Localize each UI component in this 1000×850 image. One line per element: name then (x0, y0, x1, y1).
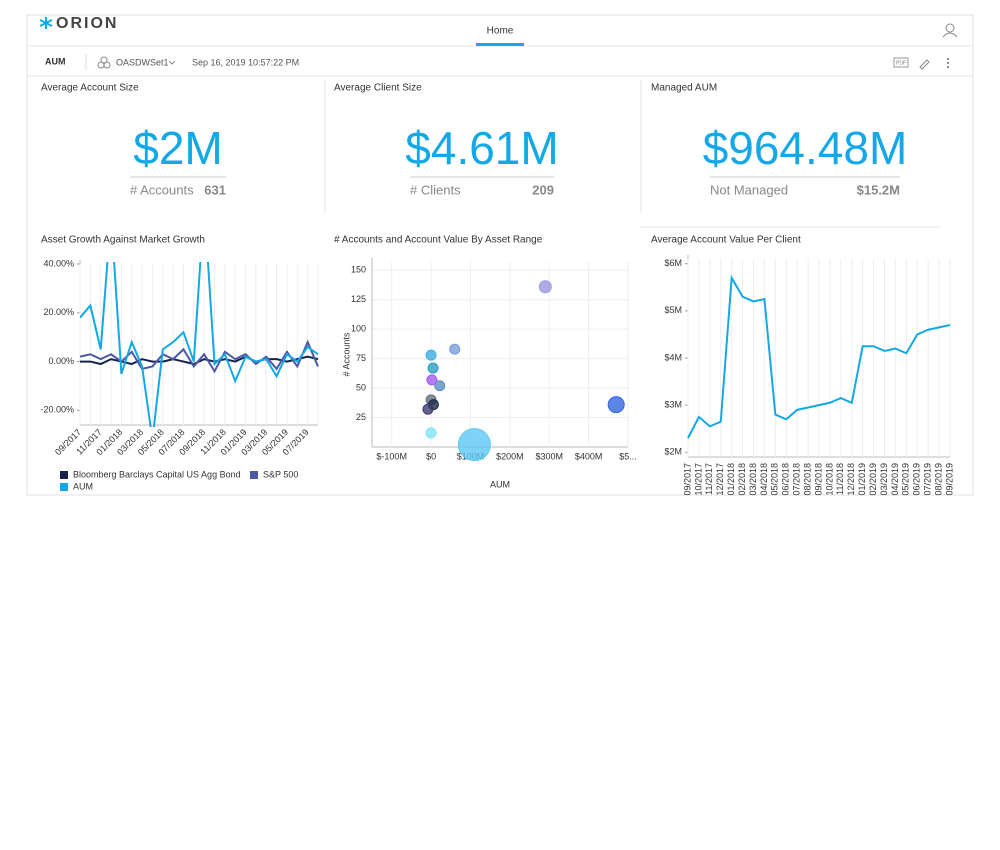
bubble (427, 362, 439, 374)
bubble (426, 374, 438, 386)
tab-underline (476, 43, 524, 46)
y-tick-label: 100 (351, 324, 366, 334)
x-tick-label: $200M (496, 451, 524, 461)
legend-label: Bloomberg Barclays Capital US Agg Bond (73, 469, 241, 479)
x-tick-label: 10/2017 (693, 463, 703, 496)
kpi-value: $4.61M (405, 122, 558, 174)
y-tick-label: 25 (356, 412, 366, 422)
kpi-subvalue: 631 (204, 182, 226, 197)
kpi-subvalue: 209 (532, 182, 554, 197)
y-tick-label: 20.00% (43, 307, 74, 317)
series-line (687, 274, 951, 439)
y-tick-label: 125 (351, 294, 366, 304)
bubble (434, 380, 446, 392)
kpi-sublabel: Not Managed (710, 182, 788, 197)
x-tick-label: 12/2018 (846, 463, 856, 496)
tab[interactable]: Home (487, 26, 514, 37)
x-tick-label: 08/2019 (933, 463, 943, 496)
x-tick-label: 09/2018 (813, 463, 823, 496)
x-tick-label: 05/2019 (901, 463, 911, 496)
x-tick-label: 02/2018 (737, 463, 747, 496)
x-tick-label: $400M (575, 451, 603, 461)
kpi-title: Average Account Size (41, 83, 139, 94)
kpi-sublabel: # Clients (410, 182, 461, 197)
bubble (449, 343, 461, 355)
chevron (168, 60, 176, 65)
x-tick-label: 09/2017 (682, 463, 692, 496)
kpi-value: $964.48M (703, 122, 908, 174)
series-line (80, 262, 319, 427)
y-tick-label: -20.00% (40, 405, 74, 415)
kpi-title: Average Client Size (334, 83, 422, 94)
y-tick-label: $2M (664, 447, 682, 457)
x-tick-label: 06/2019 (912, 463, 922, 496)
bubble (425, 349, 437, 361)
x-tick-label: 04/2019 (890, 463, 900, 496)
legend-swatch (60, 471, 68, 479)
x-tick-label: $300M (535, 451, 563, 461)
pdf-label: PDF (896, 60, 906, 66)
y-tick-label: 75 (356, 353, 366, 363)
pdf-icon[interactable] (893, 57, 909, 68)
y-axis-label: # Accounts (341, 332, 351, 377)
x-tick-label: 04/2018 (759, 463, 769, 496)
logo-text: ORION (56, 15, 118, 32)
x-tick-label: 10/2018 (824, 463, 834, 496)
bubble (422, 403, 434, 415)
bubble (538, 280, 552, 294)
x-tick-label: 09/2019 (944, 463, 954, 496)
date: Sep 16, 2019 10:57:22 PM (192, 57, 299, 67)
y-tick-label: 0.00% (48, 356, 74, 366)
kpi-subvalue: $15.2M (857, 182, 900, 197)
plot (80, 262, 319, 427)
x-tick-label: 05/2018 (770, 463, 780, 496)
x-tick-label: 12/2017 (715, 463, 725, 496)
kpi-value: $2M (133, 122, 222, 174)
x-tick-label: $5... (619, 451, 637, 461)
y-tick-label: 50 (356, 382, 366, 392)
chart-title: Average Account Value Per Client (651, 235, 801, 246)
y-tick-label: $6M (664, 258, 682, 268)
kpi-sublabel: # Accounts (130, 182, 194, 197)
edit-icon[interactable] (919, 59, 930, 70)
dataset[interactable]: OASDWSet1 (116, 57, 169, 67)
x-tick-label: $0 (426, 451, 436, 461)
x-tick-label: 01/2018 (726, 463, 736, 496)
bubble (457, 428, 491, 462)
y-tick-label: $5M (664, 305, 682, 315)
chart-title: Asset Growth Against Market Growth (41, 235, 205, 246)
x-tick-label: 07/2019 (923, 463, 933, 496)
x-tick-label: 03/2018 (748, 463, 758, 496)
dataset-icon (97, 56, 111, 69)
x-tick-label: 06/2018 (781, 463, 791, 496)
kpi-title: Managed AUM (651, 83, 717, 94)
y-tick-label: 40.00% (43, 258, 74, 268)
legend-swatch (250, 471, 258, 479)
bubble (607, 396, 625, 414)
x-tick-label: 11/2018 (835, 463, 845, 495)
legend-label: AUM (73, 481, 93, 491)
y-tick-label: 150 (351, 265, 366, 275)
x-tick-label: 01/2019 (857, 463, 867, 496)
x-tick-label: 03/2019 (879, 463, 889, 496)
menu-icon[interactable] (947, 58, 949, 68)
x-tick-label: 07/2018 (792, 463, 802, 496)
y-tick-label: $3M (664, 400, 682, 410)
x-tick-label: $-100M (376, 451, 407, 461)
user-icon[interactable] (942, 23, 958, 38)
y-tick-label: $4M (664, 352, 682, 362)
plot (687, 274, 951, 439)
bubble (425, 427, 437, 439)
chart-title: # Accounts and Account Value By Asset Ra… (334, 235, 543, 246)
toolbar-title: AUM (45, 56, 66, 66)
x-tick-label: 08/2018 (802, 463, 812, 496)
x-axis-label: AUM (490, 479, 510, 489)
legend-swatch (60, 483, 68, 491)
card (26, 14, 974, 496)
x-tick-label: 11/2017 (704, 463, 714, 495)
legend-label: S&P 500 (263, 469, 298, 479)
x-tick-label: 02/2019 (868, 463, 878, 496)
logo (39, 17, 53, 29)
